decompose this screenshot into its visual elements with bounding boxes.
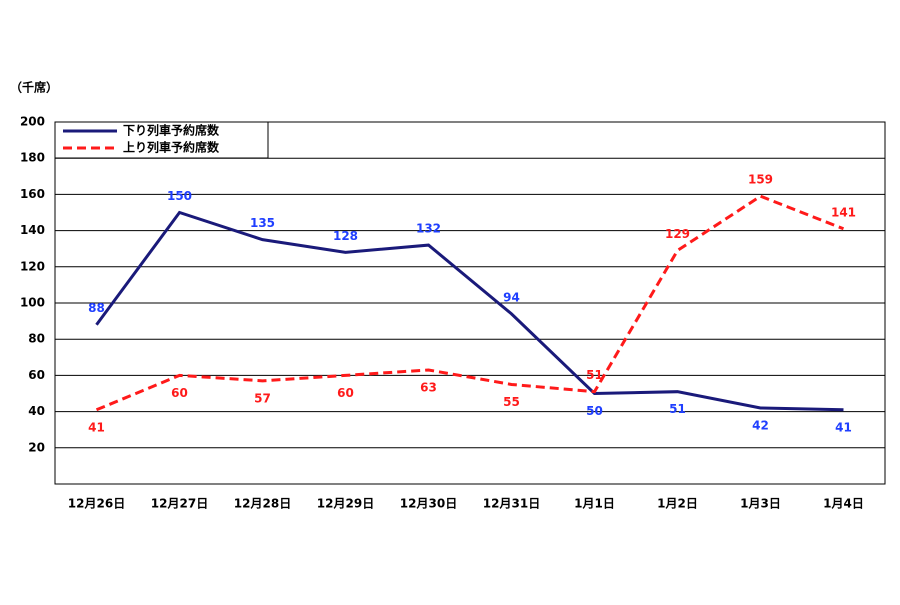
data-label: 55: [503, 395, 520, 409]
series-line: [95, 194, 845, 412]
legend-box: [54, 121, 269, 159]
x-tick-label: 12月26日: [68, 497, 125, 511]
x-tick-label: 1月2日: [657, 497, 698, 511]
data-label: 60: [337, 386, 354, 400]
y-tick-label: 20: [28, 440, 45, 454]
x-tick-label: 12月27日: [151, 497, 208, 511]
data-label: 150: [167, 189, 192, 203]
y-tick-label: 200: [20, 115, 45, 129]
data-label: 50: [586, 404, 603, 418]
x-tick-label: 1月4日: [823, 497, 864, 511]
x-tick-label: 1月1日: [574, 497, 615, 511]
data-label: 159: [748, 173, 773, 187]
y-tick-label: 40: [28, 404, 45, 418]
x-tick-label: 12月29日: [317, 497, 374, 511]
series-line: [95, 210, 844, 412]
data-label: 141: [831, 205, 856, 219]
y-tick-label: 80: [28, 332, 45, 346]
data-label: 94: [503, 290, 520, 304]
data-label: 51: [586, 368, 603, 382]
data-label: 132: [416, 222, 441, 236]
data-label: 129: [665, 227, 690, 241]
y-tick-label: 60: [28, 368, 45, 382]
y-tick-label: 120: [20, 259, 45, 273]
data-label: 41: [88, 420, 105, 434]
data-label: 57: [254, 391, 271, 405]
y-unit: （千席）: [10, 80, 58, 95]
legend-label: 上り列車予約席数: [123, 140, 220, 155]
data-label: 88: [88, 301, 105, 315]
x-tick-label: 12月31日: [483, 497, 540, 511]
y-tick-label: 180: [20, 151, 45, 165]
x-tick-label: 12月30日: [400, 497, 457, 511]
data-label: 128: [333, 229, 358, 243]
legend-label: 下り列車予約席数: [123, 123, 220, 138]
x-tick-label: 12月28日: [234, 497, 291, 511]
data-label: 63: [420, 380, 437, 394]
data-label: 51: [669, 402, 686, 416]
data-label: 42: [752, 418, 769, 432]
y-tick-label: 140: [20, 223, 45, 237]
y-tick-label: 160: [20, 187, 45, 201]
data-label: 135: [250, 216, 275, 230]
data-label: 60: [171, 386, 188, 400]
x-tick-label: 1月3日: [740, 497, 781, 511]
data-label: 41: [835, 420, 852, 434]
y-tick-label: 100: [20, 296, 45, 310]
